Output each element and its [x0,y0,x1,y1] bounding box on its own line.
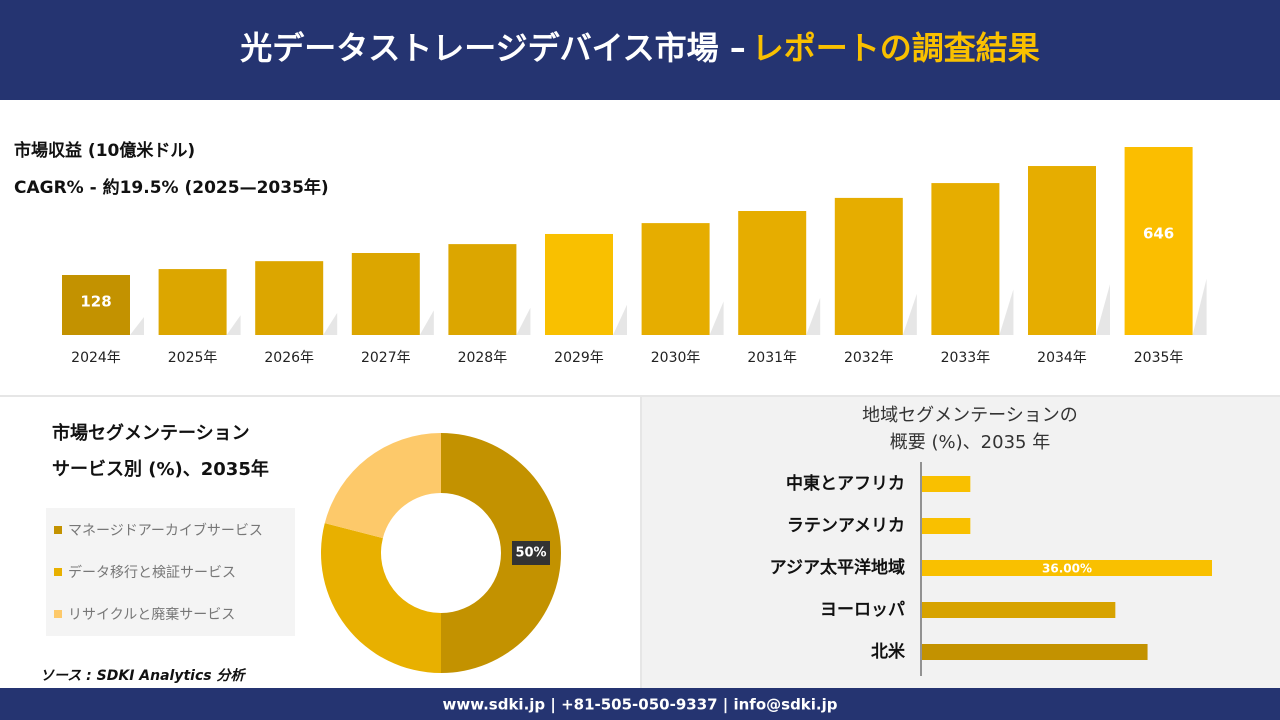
value-label: 50% [515,546,546,561]
header-title: 光データストレージデバイス市場 – レポートの調査結果 [240,29,1040,67]
y-tick-label: 中東とアフリカ [786,473,905,494]
x-tick-label: 2033年 [941,350,991,366]
x-tick-label: 2032年 [844,350,894,366]
x-tick-label: 2030年 [651,350,701,366]
chart-subtitle: 市場収益 (10億米ドル) [14,140,195,161]
bar [351,253,420,335]
bar [641,223,710,335]
x-tick-label: 2034年 [1037,350,1087,366]
donut-slice [321,523,441,673]
bar-shadow [516,307,531,335]
legend-label: リサイクルと廃棄サービス [68,606,235,623]
y-tick-label: ラテンアメリカ [787,516,905,536]
title-highlight: レポートの調査結果 [752,29,1040,67]
source: ソース : SDKI Analytics 分析 [40,667,246,684]
bar [448,244,517,335]
x-tick-label: 2031年 [747,350,797,366]
bar-shadow [999,289,1014,335]
legend-swatch [54,568,62,576]
donut-slice [441,433,561,673]
footer-text: www.sdki.jp | +81-505-050-9337 | info@sd… [442,696,837,715]
legend-box [46,508,295,636]
bar-shadow [709,301,724,335]
donut-slice [324,433,441,539]
legend-swatch [54,526,62,534]
x-tick-label: 2027年 [361,350,411,366]
x-tick-label: 2029年 [554,350,604,366]
bar [1028,166,1096,335]
bar [62,275,130,335]
donut-title: 市場セグメンテーション [52,422,250,444]
value-label: 646 [1143,225,1174,243]
bar [834,197,903,335]
x-tick-label: 2028年 [458,350,508,366]
bar-shadow [130,317,144,335]
header-bar [0,0,1280,100]
footer-bar [0,688,1280,720]
bar-shadow [419,310,434,335]
bar-shadow [613,304,627,335]
region-panel [642,397,1280,688]
hbar-title: 概要 (%)、2035 年 [890,432,1050,453]
legend-swatch [54,610,62,618]
value-label: 128 [80,293,111,311]
legend-label: データ移行と検証サービス [68,564,236,581]
x-tick-label: 2025年 [168,350,218,366]
y-tick-label: ヨーロッパ [820,600,905,620]
bar-shadow [1096,284,1110,335]
bar [922,644,1148,660]
bar [922,518,971,534]
x-tick-label: 2035年 [1134,350,1184,366]
bar [922,560,1212,576]
bar [922,602,1116,618]
x-tick-label: 2026年 [264,350,314,366]
bar-shadow [226,315,241,335]
bar [931,183,1000,335]
bar [255,261,324,335]
bar [158,269,227,335]
y-tick-label: アジア太平洋地域 [770,557,905,578]
title-main: 光データストレージデバイス市場 – [240,29,746,67]
cagr-text: CAGR% - 約19.5% (2025—2035年) [14,177,329,198]
legend-label: マネージドアーカイブサービス [68,522,263,539]
bar [738,211,807,335]
value-label-bg [512,541,550,565]
hbar-title: 地域セグメンテーションの [862,405,1078,426]
bar-shadow [902,293,917,335]
y-tick-label: 北米 [871,641,906,662]
bar-shadow [806,297,821,335]
value-label: 36.00% [1042,562,1092,576]
bar-shadow [1192,278,1207,335]
donut-title: サービス別 (%)、2035年 [52,458,269,480]
bar [545,233,613,335]
bar [1124,147,1193,335]
bar [922,476,971,492]
bar-shadow [323,312,338,335]
x-tick-label: 2024年 [71,350,121,366]
